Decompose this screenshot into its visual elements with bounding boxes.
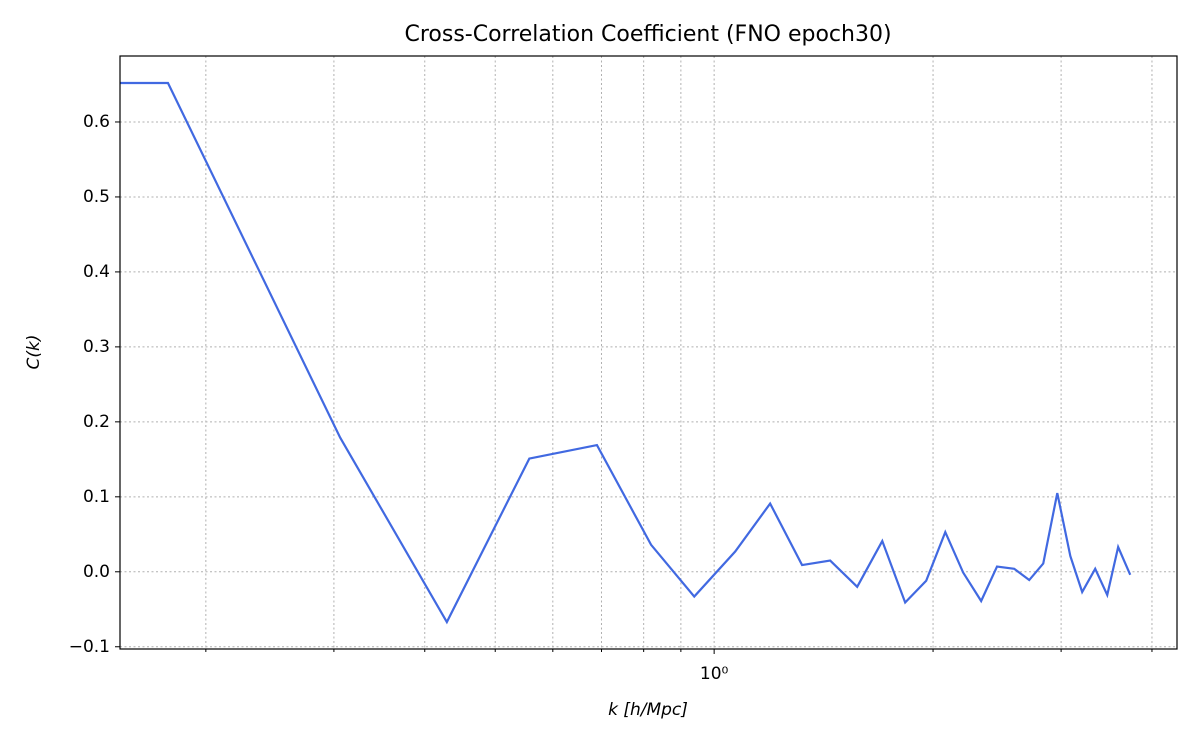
y-tick-label: 0.3 (83, 337, 110, 357)
x-axis-label: k [h/Mpc] (608, 700, 688, 720)
y-tick-label: −0.1 (69, 637, 110, 657)
y-tick-label: 0.2 (83, 412, 110, 432)
y-tick-label: 0.0 (83, 562, 110, 582)
plot-frame (119, 55, 1178, 650)
y-tick-label: 0.4 (83, 262, 110, 282)
y-tick-label: 0.5 (83, 187, 110, 207)
data-line (120, 81, 1132, 625)
chart-title: Cross-Correlation Coefficient (FNO epoch… (404, 22, 891, 47)
x-tick-label: 10⁰ (700, 664, 729, 684)
y-tick-label: 0.6 (83, 112, 110, 132)
y-axis-label: C(k) (24, 335, 44, 370)
y-tick-label: 0.1 (83, 487, 110, 507)
